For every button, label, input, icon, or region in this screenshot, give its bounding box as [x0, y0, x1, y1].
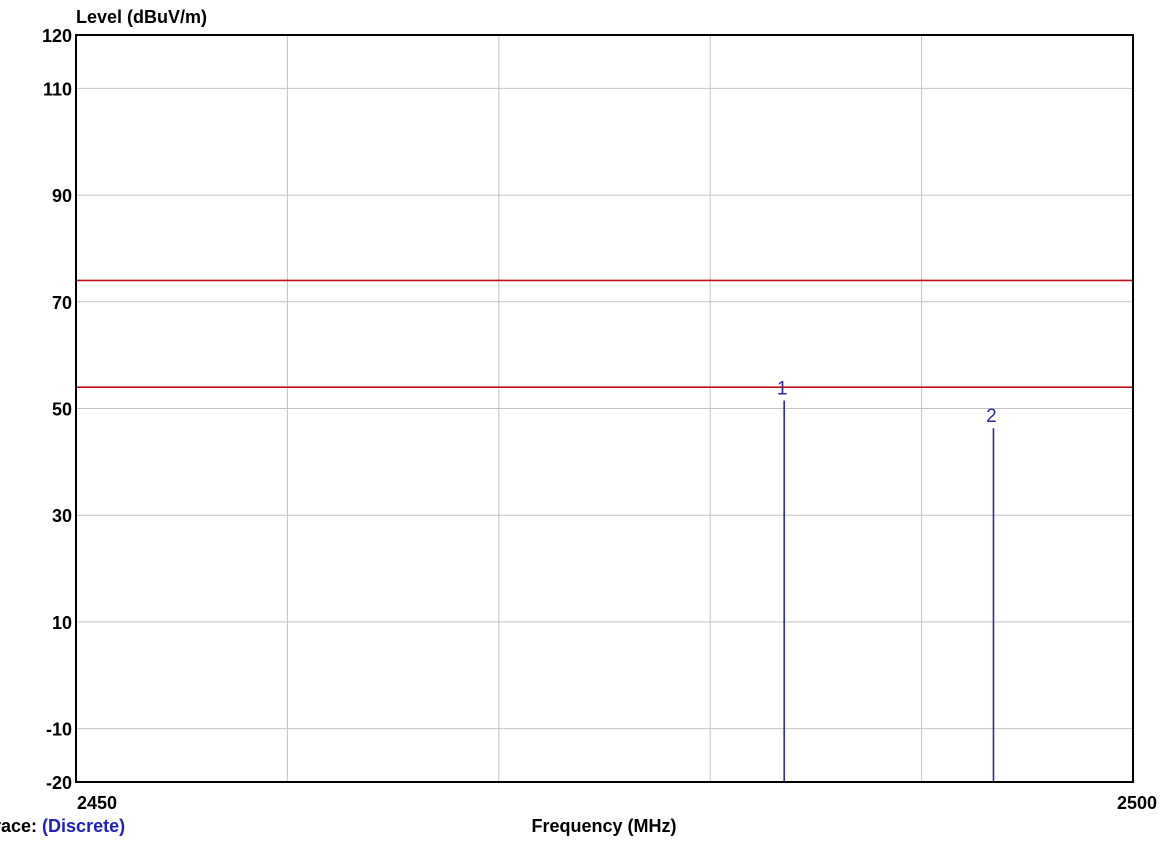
y-tick-label: 70 [52, 293, 72, 313]
x-tick-label: 2500 [1117, 793, 1157, 813]
y-tick-label: 10 [52, 613, 72, 633]
trace-label: race: (Discrete) [0, 816, 125, 837]
y-tick-label: -20 [46, 773, 72, 793]
marker-lines: 12 [777, 378, 997, 782]
y-tick-label: -10 [46, 720, 72, 740]
trace-value[interactable]: (Discrete) [42, 816, 126, 836]
plot-frame [75, 34, 1134, 783]
trace-prefix: race: [0, 816, 38, 836]
x-tick-label: 2450 [77, 793, 117, 813]
y-axis-title: Level (dBuV/m) [76, 7, 207, 27]
x-tick-labels: 2450 2500 [77, 793, 1157, 813]
y-tick-label: 90 [52, 186, 72, 206]
y-tick-label: 50 [52, 400, 72, 420]
y-tick-label: 110 [43, 79, 72, 99]
marker-label: 1 [777, 378, 788, 399]
x-axis-title: Frequency (MHz) [531, 816, 676, 836]
y-tick-label: 30 [52, 506, 72, 526]
y-tick-labels: 120 110 90 70 50 30 10 -10 -20 [42, 26, 72, 793]
grid-lines [76, 35, 1133, 782]
marker-label: 2 [986, 406, 997, 427]
limit-lines [76, 279, 1133, 388]
y-tick-label: 120 [42, 26, 72, 46]
